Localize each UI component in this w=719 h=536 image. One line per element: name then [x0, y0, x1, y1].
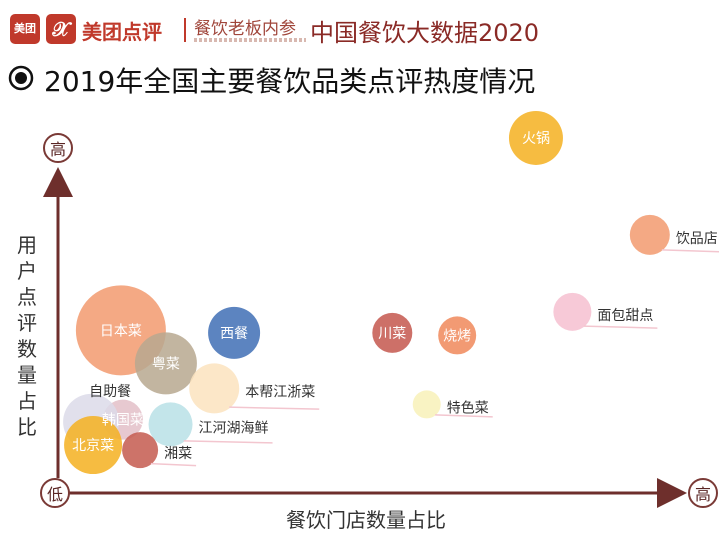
chart-title: 2019年全国主要餐饮品类点评热度情况 [44, 65, 536, 98]
bubble-label-4: 烧烤 [443, 328, 471, 344]
bubble-label-0: 火锅 [522, 131, 550, 147]
header-divider [184, 18, 186, 42]
bubble-label-2: 面包甜点 [597, 308, 653, 324]
bubble-2 [553, 292, 592, 331]
target-icon [8, 65, 34, 91]
bubble-label-12: 自助餐 [89, 384, 131, 400]
bubble-layer [63, 110, 670, 475]
sub-brand-name: 餐饮老板内参 [194, 19, 296, 39]
bubble-leader-1 [661, 249, 719, 253]
bubble-label-5: 特色菜 [447, 399, 489, 416]
bubble-label-10: 江河湖海鲜 [199, 420, 269, 436]
y-axis-high-badge: 高 [43, 133, 73, 163]
brand-name: 美团点评 [82, 20, 162, 44]
bubble-3 [372, 312, 413, 353]
bubble-8 [134, 332, 197, 395]
dianping-logo-icon: 𝒳 [46, 14, 76, 44]
bubble-10 [148, 402, 193, 447]
bubble-label-6: 日本菜 [100, 323, 142, 339]
bubble-7 [208, 306, 261, 359]
bubble-leader-5 [435, 414, 493, 418]
bubble-0 [508, 110, 563, 165]
bubble-label-1: 饮品店 [676, 231, 718, 247]
bubble-label-13: 湘菜 [164, 446, 192, 462]
bubble-13 [122, 432, 159, 469]
bubble-5 [412, 390, 441, 419]
bubble-leader-9 [229, 406, 320, 410]
bubble-leader-13 [150, 462, 197, 467]
meituan-logo: 美团 [10, 14, 40, 44]
bubble-label-8: 粤菜 [152, 356, 180, 372]
chart-title-row: 2019年全国主要餐饮品类点评热度情况 [8, 60, 708, 100]
origin-low-badge: 低 [40, 478, 70, 508]
y-axis-label: 用户点评数量占比 [17, 233, 37, 439]
x-axis-high-badge: 高 [688, 478, 718, 508]
bubble-1 [629, 214, 670, 255]
sub-brand-underline [194, 38, 306, 42]
bubble-label-11: 韩国菜 [102, 413, 144, 429]
bubble-leader-2 [583, 325, 658, 329]
bubble-label-9: 本帮江浙菜 [245, 384, 315, 400]
x-axis-label: 餐饮门店数量占比 [286, 508, 446, 532]
bubble-14 [64, 416, 123, 475]
bubble-label-3: 川菜 [378, 326, 406, 342]
bubble-label-14: 北京菜 [72, 438, 114, 454]
bubble-label-7: 西餐 [220, 326, 248, 342]
report-title: 中国餐饮大数据2020 [310, 19, 540, 47]
bubble-9 [189, 363, 240, 414]
bubble-4 [438, 316, 477, 355]
header: 美团 𝒳 美团点评 餐饮老板内参 中国餐饮大数据2020 [10, 10, 710, 50]
bubble-leader-10 [183, 440, 273, 444]
